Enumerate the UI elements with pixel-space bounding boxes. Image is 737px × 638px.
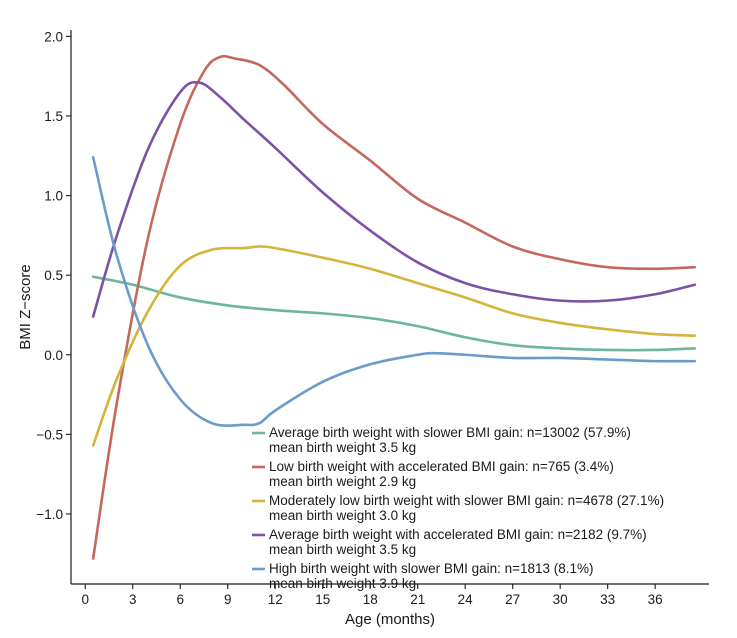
series-moderately-low-slower-line [91,245,697,447]
legend-sublabel: mean birth weight 3.9 kg [269,576,416,591]
y-tick-label: 2.0 [44,29,63,44]
x-axis-title: Age (months) [345,611,435,628]
legend: Average birth weight with slower BMI gai… [252,425,664,591]
series-low-accelerated-line [91,54,697,560]
x-tick-label: 15 [315,592,330,607]
legend-label: Average birth weight with slower BMI gai… [269,425,631,440]
legend-label: High birth weight with slower BMI gain: … [269,561,594,576]
y-tick-label: −0.5 [36,427,63,442]
legend-item: Low birth weight with accelerated BMI ga… [252,459,614,489]
legend-item: Average birth weight with slower BMI gai… [252,425,631,455]
legend-sublabel: mean birth weight 3.5 kg [269,542,416,557]
x-tick-label: 21 [410,592,425,607]
plot-lines [91,54,697,560]
x-tick-label: 18 [363,592,378,607]
x-tick-label: 30 [553,592,568,607]
legend-sublabel: mean birth weight 3.0 kg [269,508,416,523]
x-tick-label: 12 [268,592,283,607]
series-high-slower-line [91,156,697,427]
legend-item: Moderately low birth weight with slower … [252,493,664,523]
y-tick-label: −1.0 [36,507,63,522]
legend-sublabel: mean birth weight 2.9 kg [269,474,416,489]
legend-sublabel: mean birth weight 3.5 kg [269,440,416,455]
axes [70,30,709,585]
series-average-accelerated-line [91,80,697,318]
x-tick-label: 24 [458,592,474,607]
y-tick-label: 1.5 [44,109,63,124]
y-tick-label: 1.0 [44,189,63,204]
y-ticks: 2.0 1.5 1.0 0.5 0.0 −0.5 −1.0 [36,29,71,522]
y-tick-label: 0.5 [44,268,63,283]
y-axis-title: BMI Z−score [17,264,34,349]
legend-label: Low birth weight with accelerated BMI ga… [269,459,614,474]
legend-label: Moderately low birth weight with slower … [269,493,664,508]
x-tick-label: 36 [648,592,663,607]
x-tick-label: 0 [81,592,89,607]
x-tick-label: 6 [176,592,184,607]
legend-item: High birth weight with slower BMI gain: … [252,561,594,591]
x-tick-label: 33 [600,592,615,607]
legend-label: Average birth weight with accelerated BM… [269,527,647,542]
x-tick-label: 9 [224,592,232,607]
x-tick-label: 3 [129,592,137,607]
series-average-slower-line [91,275,697,352]
x-ticks: 0 3 6 9 12 15 18 21 24 27 30 33 36 [81,584,663,607]
legend-item: Average birth weight with accelerated BM… [252,527,647,557]
y-tick-label: 0.0 [44,348,63,363]
x-tick-label: 27 [505,592,520,607]
